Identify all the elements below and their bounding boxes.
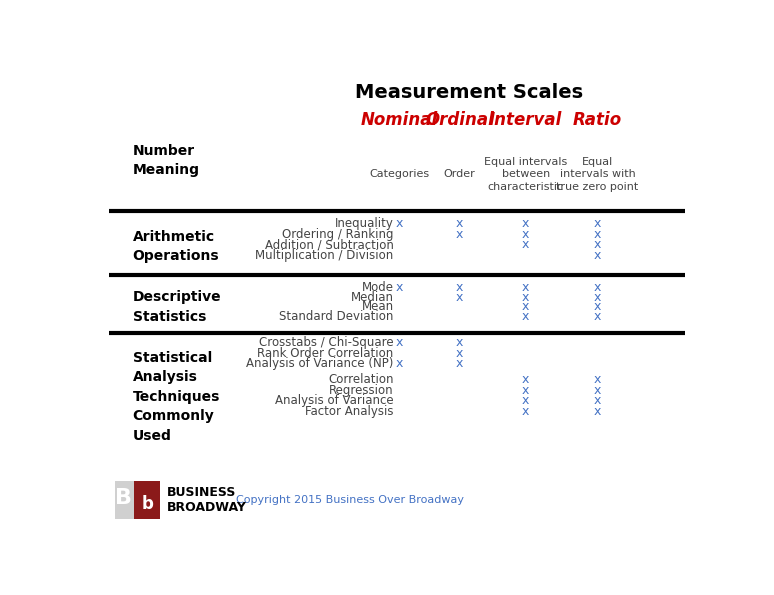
Text: Regression: Regression	[329, 384, 394, 397]
Text: x: x	[594, 405, 601, 418]
Text: x: x	[456, 291, 464, 304]
Text: Inequality: Inequality	[335, 217, 394, 230]
Text: x: x	[594, 281, 601, 294]
Text: x: x	[456, 347, 464, 359]
Text: Measurement Scales: Measurement Scales	[354, 83, 583, 102]
Text: Multiplication / Division: Multiplication / Division	[255, 249, 394, 262]
Text: x: x	[396, 217, 403, 230]
Text: Addition / Subtraction: Addition / Subtraction	[265, 238, 394, 251]
Text: Median: Median	[351, 291, 394, 304]
Bar	[115, 481, 159, 519]
Text: Mode: Mode	[361, 281, 394, 294]
Text: x: x	[456, 336, 464, 349]
Text: Arithmetic
Operations: Arithmetic Operations	[133, 230, 219, 263]
Text: x: x	[522, 384, 529, 397]
Text: Order: Order	[444, 170, 475, 180]
Text: x: x	[594, 394, 601, 408]
Text: Rank Order Correlation: Rank Order Correlation	[258, 347, 394, 359]
Text: x: x	[456, 357, 464, 369]
Text: x: x	[594, 238, 601, 251]
Text: x: x	[522, 217, 529, 230]
Text: x: x	[594, 249, 601, 262]
Text: B: B	[115, 488, 132, 508]
Bar	[134, 481, 159, 519]
Text: Factor Analysis: Factor Analysis	[305, 405, 394, 418]
Text: x: x	[456, 227, 464, 240]
Text: x: x	[522, 405, 529, 418]
Text: x: x	[396, 357, 403, 369]
Text: x: x	[594, 291, 601, 304]
Text: Analysis of Variance (NP): Analysis of Variance (NP)	[246, 357, 394, 369]
Text: x: x	[522, 281, 529, 294]
Text: x: x	[594, 384, 601, 397]
Text: Crosstabs / Chi-Square: Crosstabs / Chi-Square	[259, 336, 394, 349]
Text: Correlation: Correlation	[328, 373, 394, 386]
Text: BROADWAY: BROADWAY	[167, 500, 247, 513]
Text: Statistical
Analysis
Techniques
Commonly
Used: Statistical Analysis Techniques Commonly…	[133, 350, 220, 443]
Text: Ordering / Ranking: Ordering / Ranking	[283, 227, 394, 240]
Text: x: x	[594, 217, 601, 230]
Text: x: x	[522, 311, 529, 324]
Text: Mean: Mean	[361, 300, 394, 314]
Text: x: x	[522, 394, 529, 408]
Text: BUSINESS: BUSINESS	[167, 487, 236, 499]
Text: x: x	[594, 373, 601, 386]
Text: x: x	[456, 217, 464, 230]
Text: Equal
intervals with
true zero point: Equal intervals with true zero point	[557, 157, 639, 192]
Text: b: b	[141, 495, 153, 513]
Text: Standard Deviation: Standard Deviation	[279, 311, 394, 324]
Text: Number
Meaning: Number Meaning	[133, 144, 200, 177]
Text: x: x	[396, 281, 403, 294]
Text: x: x	[522, 238, 529, 251]
Text: Descriptive
Statistics: Descriptive Statistics	[133, 290, 221, 324]
Text: x: x	[594, 311, 601, 324]
Text: Categories: Categories	[370, 170, 430, 180]
Text: Ratio: Ratio	[573, 111, 622, 129]
Text: x: x	[522, 373, 529, 386]
Text: x: x	[456, 281, 464, 294]
Text: Analysis of Variance: Analysis of Variance	[275, 394, 394, 408]
Text: x: x	[522, 300, 529, 314]
Text: Nominal: Nominal	[361, 111, 438, 129]
Text: Equal intervals
between
characteristic: Equal intervals between characteristic	[484, 157, 567, 192]
Text: x: x	[396, 336, 403, 349]
Text: Copyright 2015 Business Over Broadway: Copyright 2015 Business Over Broadway	[236, 495, 464, 505]
Text: x: x	[594, 300, 601, 314]
Text: x: x	[522, 291, 529, 304]
Text: x: x	[594, 227, 601, 240]
Text: Ordinal: Ordinal	[425, 111, 494, 129]
Text: x: x	[522, 227, 529, 240]
Text: Interval: Interval	[489, 111, 563, 129]
